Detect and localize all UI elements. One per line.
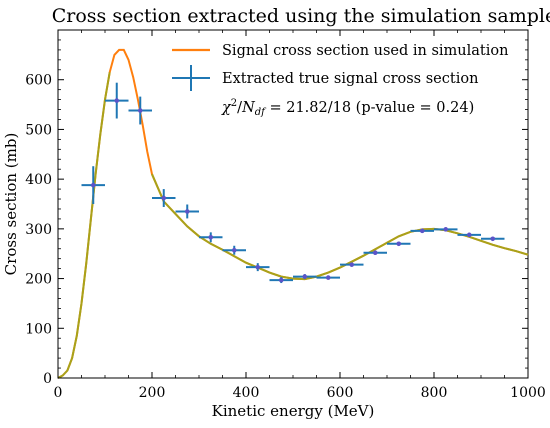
data-point-17 (481, 236, 505, 242)
data-point-4 (175, 204, 199, 219)
n-symbol: N (241, 100, 256, 116)
point-marker (349, 262, 355, 267)
point-marker (278, 277, 284, 283)
point-marker (137, 108, 143, 113)
data-point-10 (316, 275, 340, 280)
data-point-11 (340, 262, 364, 267)
data-point-6 (222, 245, 246, 255)
chi-value: = 21.82/18 (p-value = 0.24) (265, 100, 474, 116)
x-tick-label-2: 400 (233, 385, 260, 401)
x-tick-label-5: 1000 (510, 385, 546, 401)
legend-line-label: Signal cross section used in simulation (222, 43, 508, 59)
chi-symbol: χ (221, 100, 232, 116)
y-axis-label: Cross section (mb) (2, 133, 20, 276)
y-tick-label-4: 400 (25, 172, 52, 188)
signal-curve-overlap-low (57, 72, 111, 379)
point-marker (419, 228, 425, 234)
y-tick-label-2: 200 (25, 272, 52, 288)
x-tick-label-1: 200 (139, 385, 166, 401)
point-marker (90, 182, 96, 188)
y-tick-label-3: 300 (25, 222, 52, 238)
point-marker (396, 241, 402, 247)
x-tick-label-0: 0 (54, 385, 63, 401)
data-point-14 (410, 228, 434, 234)
point-marker (231, 247, 237, 253)
point-marker (372, 250, 378, 256)
data-point-16 (457, 232, 481, 238)
chi-exponent: 2 (231, 98, 237, 109)
legend-chi-square: χ2/Ndf = 21.82/18 (p-value = 0.24) (221, 98, 474, 118)
y-tick-label-5: 500 (25, 122, 52, 138)
data-point-15 (434, 227, 458, 232)
point-marker (161, 195, 167, 201)
y-tick-label-1: 100 (25, 321, 52, 337)
legend: Signal cross section used in simulation … (172, 43, 508, 118)
data-point-0 (81, 166, 105, 204)
data-point-7 (246, 263, 270, 272)
x-tick-label-3: 600 (327, 385, 354, 401)
legend-points-label: Extracted true signal cross section (222, 71, 478, 87)
n-subscript: df (255, 107, 267, 118)
data-point-3 (152, 189, 176, 207)
x-axis-label: Kinetic energy (MeV) (212, 402, 375, 420)
chart-title: Cross section extracted using the simula… (52, 5, 550, 27)
data-point-8 (269, 277, 293, 284)
data-point-2 (128, 96, 152, 125)
point-marker (443, 227, 449, 232)
chi-slash: / (237, 100, 242, 116)
x-tick-label-4: 800 (421, 385, 448, 401)
point-marker (466, 232, 472, 238)
y-tick-label-0: 0 (43, 371, 52, 387)
data-point-12 (363, 250, 387, 256)
point-marker (302, 274, 308, 279)
data-point-9 (293, 274, 317, 280)
point-marker (490, 236, 496, 242)
y-tick-label-6: 600 (25, 73, 52, 89)
axis-ticks: 0 200 400 600 800 1000 0 100 200 300 400 500 600 (25, 30, 546, 401)
point-marker (325, 275, 331, 280)
data-point-13 (387, 241, 411, 247)
data-point-1 (105, 82, 129, 119)
point-marker (114, 98, 120, 103)
data-point-5 (199, 232, 223, 243)
point-marker (184, 209, 190, 214)
point-marker (208, 235, 214, 240)
signal-curve-overlap-high (151, 173, 529, 281)
point-marker (255, 264, 261, 270)
